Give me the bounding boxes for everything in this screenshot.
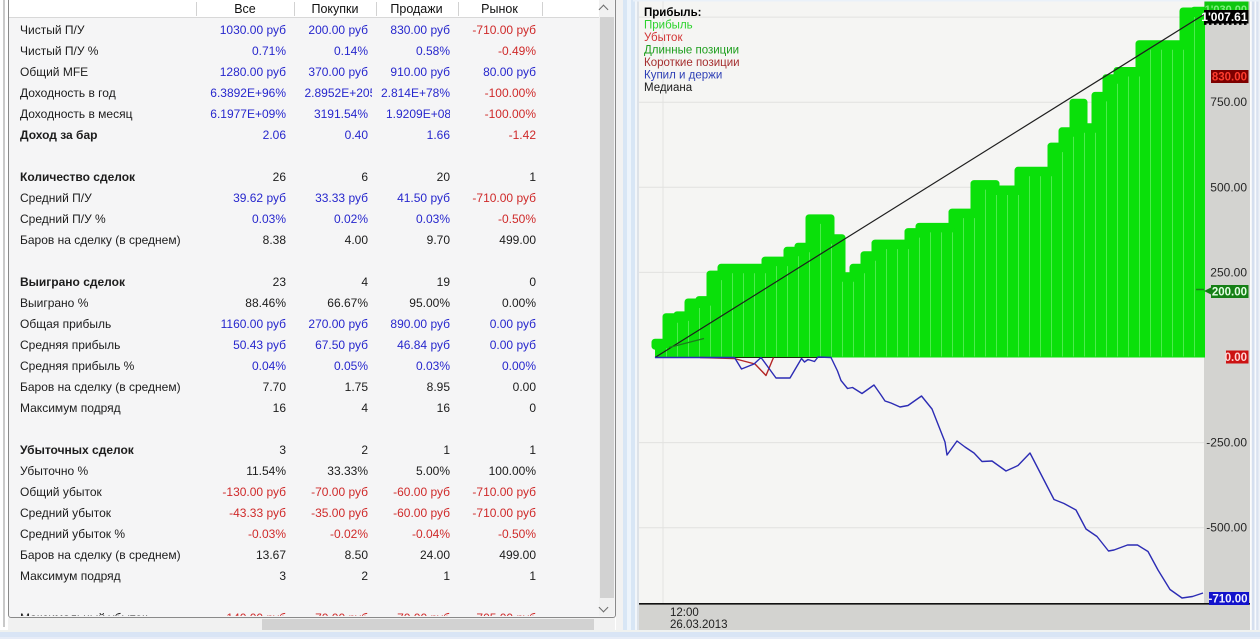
svg-text:26.03.2013: 26.03.2013 [670,619,728,631]
svg-text:12:00: 12:00 [670,607,699,619]
svg-text:Прибыль:: Прибыль: [644,7,702,19]
svg-text:-500.00: -500.00 [1206,521,1247,535]
svg-text:Убыток: Убыток [644,32,683,44]
svg-text:0.00: 0.00 [1225,352,1247,364]
svg-text:500.00: 500.00 [1210,180,1247,194]
svg-text:750.00: 750.00 [1210,95,1247,109]
svg-text:Медиана: Медиана [644,82,693,94]
svg-text:Прибыль: Прибыль [644,20,693,32]
svg-text:200.00: 200.00 [1212,287,1247,299]
svg-text:-250.00: -250.00 [1206,436,1247,450]
svg-text:Короткие позиции: Короткие позиции [644,57,740,69]
svg-text:-710.00: -710.00 [1208,594,1247,606]
svg-text:Длинные позиции: Длинные позиции [644,45,739,57]
svg-text:1'007.61: 1'007.61 [1201,10,1248,24]
svg-text:Купил и держи: Купил и держи [644,70,722,82]
svg-text:250.00: 250.00 [1210,265,1247,279]
svg-text:830.00: 830.00 [1212,72,1247,84]
